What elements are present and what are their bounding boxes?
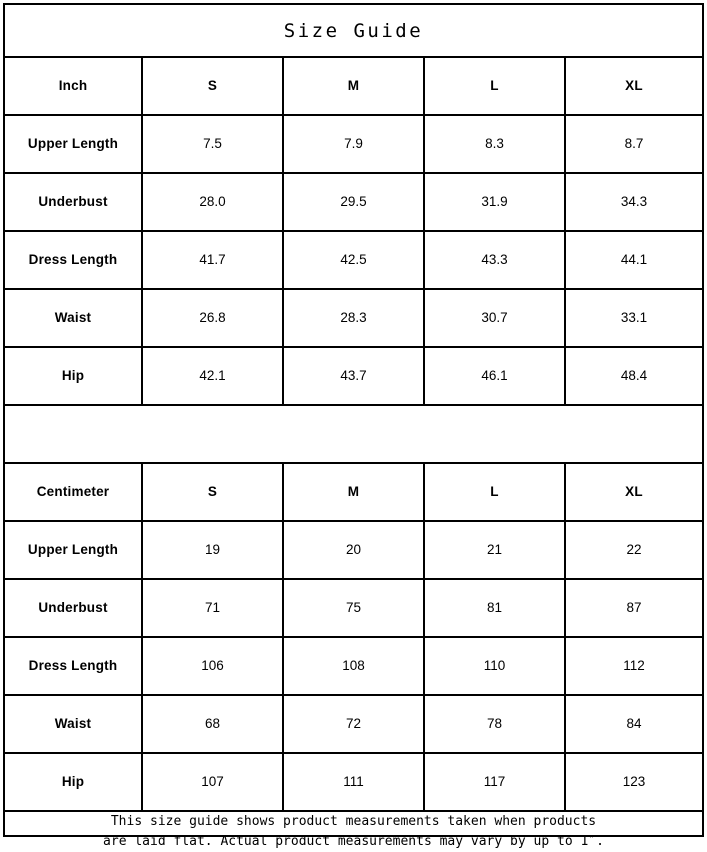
cell-hip-inch-xl: 48.4 <box>620 367 648 383</box>
centimeter-size-header-xl: XL <box>625 483 643 499</box>
footnote-line-1: This size guide shows product measuremen… <box>110 814 597 829</box>
inch-size-header-m: M <box>284 58 425 114</box>
row-label-underbust-cm: Underbust <box>5 580 143 636</box>
cell-hip-inch-s: 42.1 <box>143 348 284 404</box>
cell-dress-length-cm-xl: 112 <box>623 657 645 673</box>
cell-underbust-inch-xl: 34.3 <box>620 193 648 209</box>
inch-size-header-l: L <box>425 58 566 114</box>
cell-waist-cm-s: 68 <box>143 696 284 752</box>
size-guide-footnote: This size guide shows product measuremen… <box>5 812 702 852</box>
cell-waist-cm-l: 78 <box>425 696 566 752</box>
cell-dress-length-inch-xl: 44.1 <box>620 251 648 267</box>
cell-upper-length-cm-l: 21 <box>425 522 566 578</box>
cell-upper-length-inch-l: 8.3 <box>425 116 566 172</box>
cell-upper-length-inch-m: 7.9 <box>284 116 425 172</box>
cell-dress-length-cm-s: 106 <box>143 638 284 694</box>
cell-waist-cm-xl: 84 <box>626 715 642 731</box>
cell-dress-length-cm-l: 110 <box>425 638 566 694</box>
cell-hip-cm-l: 117 <box>425 754 566 810</box>
cell-upper-length-cm-m: 20 <box>284 522 425 578</box>
cell-underbust-inch-l: 31.9 <box>425 174 566 230</box>
inch-size-header-xl: XL <box>625 77 643 93</box>
table-row: Waist 68 72 78 84 <box>5 696 702 754</box>
row-label-waist-cm: Waist <box>5 696 143 752</box>
size-guide-table: Size Guide Inch S M L XL Upper Length 7.… <box>3 3 704 849</box>
table-row: Waist 26.8 28.3 30.7 33.1 <box>5 290 702 348</box>
row-label-dress-length-inch: Dress Length <box>5 232 143 288</box>
cell-underbust-cm-l: 81 <box>425 580 566 636</box>
inch-unit-header: Inch <box>5 58 143 114</box>
centimeter-unit-header: Centimeter <box>5 464 143 520</box>
cell-underbust-cm-m: 75 <box>284 580 425 636</box>
cell-upper-length-cm-s: 19 <box>143 522 284 578</box>
row-label-waist-inch: Waist <box>5 290 143 346</box>
centimeter-size-header-m: M <box>284 464 425 520</box>
centimeter-size-header-l: L <box>425 464 566 520</box>
row-label-upper-length-inch: Upper Length <box>5 116 143 172</box>
table-row: Dress Length 106 108 110 112 <box>5 638 702 696</box>
cell-dress-length-inch-s: 41.7 <box>143 232 284 288</box>
cell-hip-inch-m: 43.7 <box>284 348 425 404</box>
table-row: Hip 42.1 43.7 46.1 48.4 <box>5 348 702 406</box>
page-title: Size Guide <box>283 19 424 42</box>
table-row: Hip 107 111 117 123 <box>5 754 702 812</box>
cell-hip-inch-l: 46.1 <box>425 348 566 404</box>
table-spacer-row <box>5 406 702 464</box>
table-row: Underbust 71 75 81 87 <box>5 580 702 638</box>
row-label-upper-length-cm: Upper Length <box>5 522 143 578</box>
row-label-hip-cm: Hip <box>5 754 143 810</box>
inch-size-header-s: S <box>143 58 284 114</box>
inch-table-header-row: Inch S M L XL <box>5 58 702 116</box>
cell-hip-cm-s: 107 <box>143 754 284 810</box>
cell-waist-inch-s: 26.8 <box>143 290 284 346</box>
cell-upper-length-inch-s: 7.5 <box>143 116 284 172</box>
cell-underbust-inch-s: 28.0 <box>143 174 284 230</box>
table-row: Dress Length 41.7 42.5 43.3 44.1 <box>5 232 702 290</box>
cell-hip-cm-m: 111 <box>284 754 425 810</box>
cell-dress-length-cm-m: 108 <box>284 638 425 694</box>
cell-waist-inch-m: 28.3 <box>284 290 425 346</box>
cell-upper-length-cm-xl: 22 <box>626 541 642 557</box>
table-row: Upper Length 7.5 7.9 8.3 8.7 <box>5 116 702 174</box>
cell-waist-inch-xl: 33.1 <box>620 309 648 325</box>
cell-dress-length-inch-m: 42.5 <box>284 232 425 288</box>
cell-dress-length-inch-l: 43.3 <box>425 232 566 288</box>
row-label-dress-length-cm: Dress Length <box>5 638 143 694</box>
footnote-line-2: are laid flat. Actual product measuremen… <box>103 834 604 850</box>
centimeter-size-header-s: S <box>143 464 284 520</box>
cell-waist-inch-l: 30.7 <box>425 290 566 346</box>
cell-hip-cm-xl: 123 <box>622 773 646 789</box>
size-guide-title-row: Size Guide <box>5 5 702 58</box>
centimeter-table-header-row: Centimeter S M L XL <box>5 464 702 522</box>
cell-underbust-inch-m: 29.5 <box>284 174 425 230</box>
table-row: Underbust 28.0 29.5 31.9 34.3 <box>5 174 702 232</box>
row-label-hip-inch: Hip <box>5 348 143 404</box>
table-row: Upper Length 19 20 21 22 <box>5 522 702 580</box>
cell-upper-length-inch-xl: 8.7 <box>624 135 644 151</box>
cell-underbust-cm-s: 71 <box>143 580 284 636</box>
cell-underbust-cm-xl: 87 <box>626 599 642 615</box>
row-label-underbust-inch: Underbust <box>5 174 143 230</box>
cell-waist-cm-m: 72 <box>284 696 425 752</box>
